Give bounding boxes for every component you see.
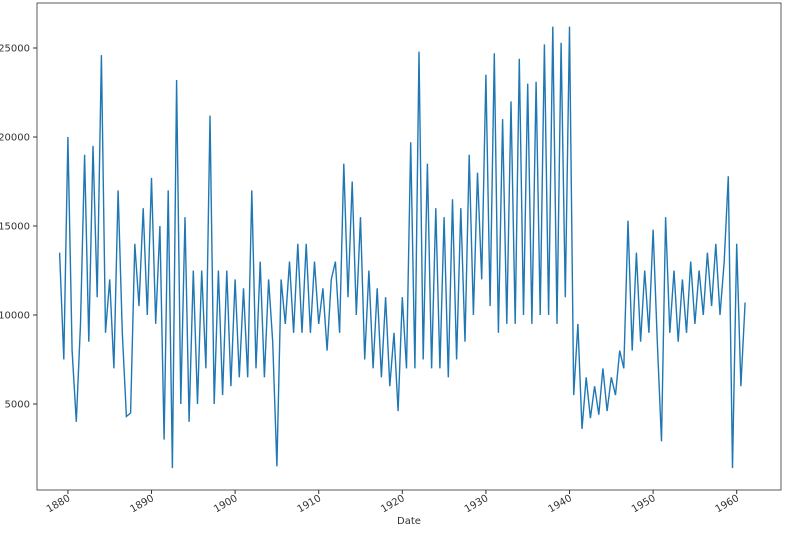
y-tick-label: 15000	[0, 221, 30, 232]
plot-frame	[36, 2, 782, 491]
x-tick-label: 1910	[296, 493, 324, 515]
x-tick-label: 1940	[546, 493, 574, 515]
x-tick-label: 1900	[212, 493, 240, 515]
x-tick-label: 1930	[463, 493, 491, 515]
y-tick-label: 5000	[5, 399, 30, 410]
x-tick-label: 1920	[379, 493, 407, 515]
x-tick-label: 1950	[630, 493, 658, 515]
x-tick-label: 1960	[714, 493, 742, 515]
y-tick-label: 20000	[0, 132, 30, 143]
y-tick-label: 25000	[0, 43, 30, 54]
y-tick-label: 10000	[0, 310, 30, 321]
x-tick-label: 1880	[45, 493, 73, 515]
x-axis-label: Date	[397, 516, 421, 527]
data-line	[58, 26, 746, 469]
x-tick-label: 1890	[128, 493, 156, 515]
